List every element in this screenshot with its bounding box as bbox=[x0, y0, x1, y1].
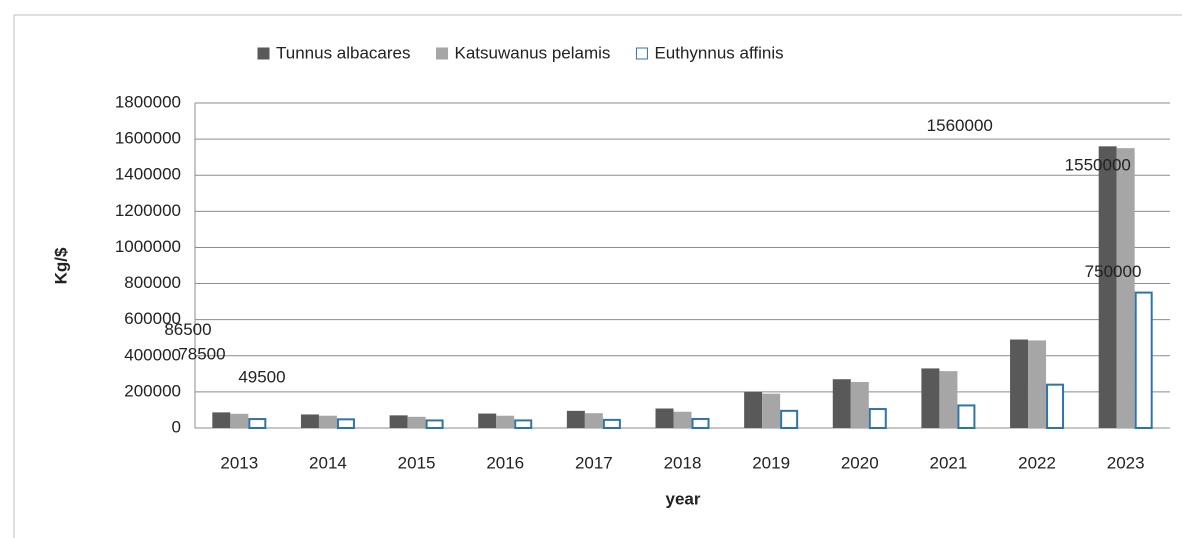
bar bbox=[602, 418, 621, 429]
bar bbox=[584, 413, 603, 428]
data-label: 49500 bbox=[238, 368, 285, 387]
y-tick-label: 1800000 bbox=[115, 92, 181, 111]
data-label: 86500 bbox=[164, 320, 211, 339]
bar bbox=[832, 379, 851, 428]
y-tick-label: 200000 bbox=[124, 381, 181, 400]
x-tick-label: 2014 bbox=[309, 453, 347, 472]
legend-label: Euthynnus affinis bbox=[654, 43, 783, 62]
data-label: 1550000 bbox=[1065, 156, 1131, 175]
bar bbox=[1010, 339, 1029, 428]
bar bbox=[478, 413, 497, 428]
bar bbox=[673, 411, 692, 428]
bar bbox=[336, 418, 355, 430]
x-tick-label: 2021 bbox=[929, 453, 967, 472]
data-label: 78500 bbox=[178, 344, 225, 363]
bar bbox=[248, 418, 267, 429]
legend-swatch bbox=[635, 47, 648, 60]
x-tick-label: 2019 bbox=[752, 453, 790, 472]
bar bbox=[318, 415, 337, 428]
y-tick-label: 1400000 bbox=[115, 165, 181, 184]
y-tick-label: 600000 bbox=[124, 309, 181, 328]
x-tick-label: 2017 bbox=[575, 453, 613, 472]
bar bbox=[1046, 383, 1065, 429]
bar bbox=[230, 413, 249, 428]
bar bbox=[389, 415, 408, 428]
y-tick-label: 400000 bbox=[124, 345, 181, 364]
data-label: 750000 bbox=[1085, 262, 1142, 281]
y-tick-label: 1000000 bbox=[115, 237, 181, 256]
bar bbox=[212, 412, 231, 428]
bar bbox=[655, 408, 674, 428]
bar bbox=[868, 408, 887, 429]
x-tick-label: 2013 bbox=[220, 453, 258, 472]
bar bbox=[1028, 340, 1047, 428]
bar bbox=[566, 410, 585, 428]
y-tick-label: 800000 bbox=[124, 273, 181, 292]
x-tick-label: 2016 bbox=[486, 453, 524, 472]
bar bbox=[514, 419, 533, 429]
bar bbox=[300, 414, 319, 428]
y-tick-label: 1600000 bbox=[115, 129, 181, 148]
bar bbox=[425, 419, 444, 429]
data-label: 1560000 bbox=[927, 116, 993, 135]
legend-swatch bbox=[436, 47, 449, 60]
x-tick-label: 2018 bbox=[664, 453, 702, 472]
x-tick-label: 2023 bbox=[1107, 453, 1145, 472]
bar bbox=[691, 417, 710, 430]
bar bbox=[407, 416, 426, 428]
bar bbox=[921, 368, 940, 428]
bar bbox=[496, 415, 515, 428]
bar bbox=[780, 409, 799, 430]
bar bbox=[1134, 291, 1153, 430]
x-tick-label: 2022 bbox=[1018, 453, 1056, 472]
y-axis-label: Kg/$ bbox=[51, 247, 70, 284]
legend-swatch bbox=[257, 47, 270, 60]
bar bbox=[744, 391, 763, 428]
x-tick-label: 2015 bbox=[398, 453, 436, 472]
bar bbox=[1098, 146, 1117, 429]
bar bbox=[1116, 148, 1135, 428]
bar bbox=[762, 393, 781, 428]
legend-label: Tunnus albacares bbox=[276, 43, 411, 62]
x-tick-label: 2020 bbox=[841, 453, 879, 472]
bar bbox=[939, 371, 958, 428]
y-tick-label: 0 bbox=[172, 417, 181, 436]
bar bbox=[850, 381, 869, 428]
x-axis-label: year bbox=[666, 489, 701, 508]
bar bbox=[957, 404, 976, 429]
y-tick-label: 1200000 bbox=[115, 201, 181, 220]
legend-label: Katsuwanus pelamis bbox=[455, 43, 611, 62]
